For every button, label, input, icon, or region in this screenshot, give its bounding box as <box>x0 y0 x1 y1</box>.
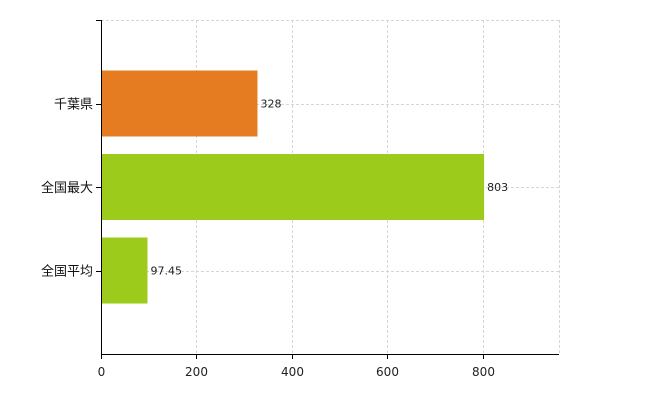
x-tick-label: 600 <box>376 365 399 379</box>
data-label: 328 <box>260 98 281 111</box>
bars <box>102 70 485 304</box>
x-tick-label: 400 <box>281 365 304 379</box>
axes <box>96 20 559 359</box>
category-label: 全国平均 <box>41 264 93 280</box>
category-label: 全国最大 <box>41 180 93 196</box>
x-tick-label: 200 <box>185 365 208 379</box>
bar-2 <box>102 154 485 220</box>
category-label: 千葉県 <box>54 98 93 113</box>
x-tick-label: 800 <box>472 365 495 379</box>
data-label: 97.45 <box>150 265 182 278</box>
bar-3 <box>102 237 148 304</box>
bar-1 <box>102 70 258 137</box>
labels: 千葉県 328 全国最大 803 全国平均 97.45 0 200 400 600 800 <box>41 98 508 380</box>
x-tick-label: 0 <box>98 365 106 379</box>
data-label: 803 <box>487 181 508 194</box>
